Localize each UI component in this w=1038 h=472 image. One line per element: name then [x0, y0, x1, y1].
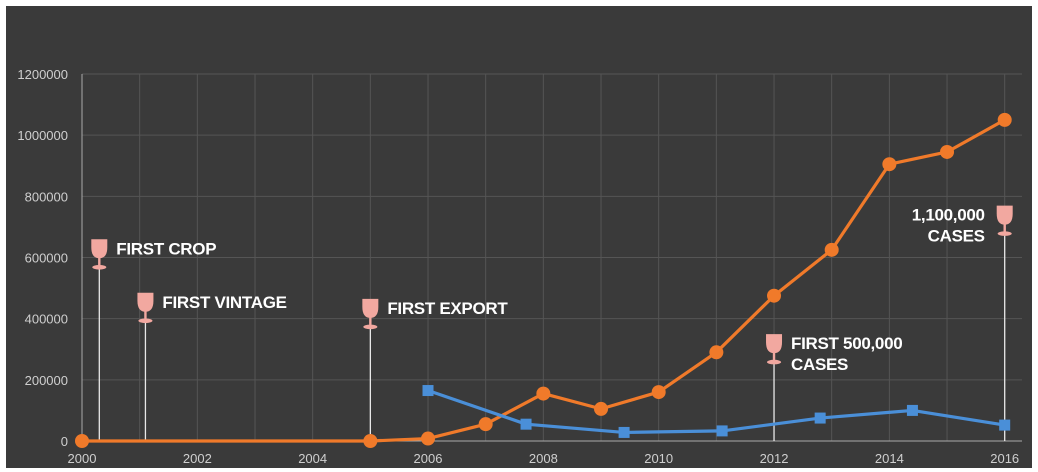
wine-glass-icon	[137, 292, 154, 441]
x-tick-label: 2006	[414, 451, 443, 466]
glass-bowl	[766, 334, 783, 354]
glass-base	[138, 318, 153, 324]
x-tick-label: 2016	[990, 451, 1019, 466]
data-point	[651, 385, 666, 400]
glass-bowl	[137, 292, 154, 312]
annotation-label: FIRST EXPORT	[387, 299, 508, 318]
x-tick-label: 2004	[298, 451, 327, 466]
x-tick-label: 2000	[68, 451, 97, 466]
data-point	[709, 345, 724, 360]
data-point	[882, 157, 897, 172]
glass-stem	[772, 352, 776, 362]
data-point	[594, 401, 609, 416]
annotation-label: 1,100,000	[912, 206, 985, 225]
y-tick-label: 1000000	[17, 128, 68, 143]
data-point	[536, 386, 551, 401]
glass-bowl	[91, 239, 108, 259]
y-tick-label: 400000	[25, 312, 68, 327]
glass-base	[363, 324, 378, 330]
annotation-label: FIRST VINTAGE	[162, 293, 286, 312]
data-point	[422, 385, 434, 397]
data-point	[363, 434, 378, 448]
chart-panel	[6, 6, 1032, 468]
y-tick-label: 800000	[25, 189, 68, 204]
data-point	[940, 144, 955, 159]
annotation-label: CASES	[928, 227, 985, 246]
glass-base	[767, 359, 782, 365]
x-tick-label: 2008	[529, 451, 558, 466]
annotation-label: CASES	[791, 355, 848, 374]
wine-glass-icon	[996, 205, 1013, 441]
data-point	[814, 412, 826, 424]
x-tick-label: 2012	[760, 451, 789, 466]
wine-glass-icon	[362, 298, 379, 441]
data-point	[520, 418, 532, 430]
x-tick-label: 2014	[875, 451, 904, 466]
glass-stem	[98, 257, 101, 267]
wine-glass-icon	[766, 334, 783, 441]
y-tick-label: 600000	[25, 251, 68, 266]
glass-stem	[369, 316, 372, 326]
glass-stem	[144, 310, 147, 320]
wine-glass-icon	[91, 239, 108, 441]
y-tick-label: 0	[61, 434, 68, 449]
data-point	[75, 434, 89, 448]
data-point	[767, 288, 782, 303]
glass-base	[997, 231, 1012, 236]
data-point	[906, 404, 918, 416]
data-point	[618, 426, 630, 438]
glass-base	[92, 264, 107, 270]
glass-bowl	[362, 298, 379, 318]
data-point	[421, 431, 436, 446]
data-point	[824, 242, 839, 257]
annotation-label: FIRST 500,000	[791, 334, 902, 353]
data-point	[999, 419, 1011, 431]
data-point	[716, 425, 728, 437]
y-tick-label: 200000	[25, 373, 68, 388]
annotation-label: FIRST CROP	[116, 239, 216, 258]
x-tick-label: 2010	[644, 451, 673, 466]
x-tick-label: 2002	[183, 451, 212, 466]
glass-stem	[1003, 223, 1006, 233]
data-point	[478, 417, 493, 432]
glass-bowl	[996, 205, 1013, 225]
data-point	[997, 112, 1012, 127]
y-tick-label: 1200000	[17, 67, 68, 82]
